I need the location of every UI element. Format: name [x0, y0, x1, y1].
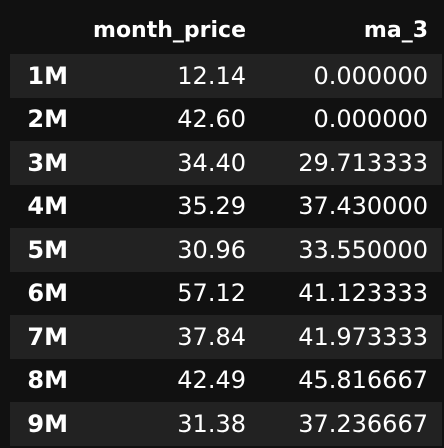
ma-3-cell: 29.713333: [260, 141, 442, 185]
row-index: 5M: [10, 228, 84, 272]
ma-3-cell: 45.816667: [260, 358, 442, 402]
row-index: 8M: [10, 358, 84, 402]
month-price-cell: 57.12: [84, 271, 260, 315]
month-price-cell: 34.40: [84, 141, 260, 185]
month-price-cell: 42.49: [84, 358, 260, 402]
row-index: 3M: [10, 141, 84, 185]
month-price-cell: 42.60: [84, 97, 260, 141]
dataframe-table: month_price ma_3 1M 12.14 0.000000 2M 42…: [10, 6, 442, 446]
table-row: 1M 12.14 0.000000: [10, 54, 442, 98]
row-index: 7M: [10, 315, 84, 359]
ma-3-cell: 33.550000: [260, 228, 442, 272]
ma-3-cell: 37.430000: [260, 184, 442, 228]
ma-3-cell: 0.000000: [260, 97, 442, 141]
table-row: 9M 31.38 37.236667: [10, 402, 442, 446]
month-price-cell: 35.29: [84, 184, 260, 228]
row-index: 1M: [10, 54, 84, 98]
row-index: 2M: [10, 97, 84, 141]
month-price-cell: 37.84: [84, 315, 260, 359]
table-row: 3M 34.40 29.713333: [10, 141, 442, 185]
month-price-cell: 12.14: [84, 54, 260, 98]
ma-3-cell: 41.123333: [260, 271, 442, 315]
column-header-month-price: month_price: [84, 6, 260, 54]
table-row: 8M 42.49 45.816667: [10, 358, 442, 402]
header-row: month_price ma_3: [10, 6, 442, 54]
table-row: 6M 57.12 41.123333: [10, 271, 442, 315]
row-index: 9M: [10, 402, 84, 446]
table-row: 7M 37.84 41.973333: [10, 315, 442, 359]
ma-3-cell: 0.000000: [260, 54, 442, 98]
table-row: 2M 42.60 0.000000: [10, 97, 442, 141]
month-price-cell: 31.38: [84, 402, 260, 446]
table-row: 4M 35.29 37.430000: [10, 184, 442, 228]
row-index: 4M: [10, 184, 84, 228]
index-header: [10, 6, 84, 54]
row-index: 6M: [10, 271, 84, 315]
month-price-cell: 30.96: [84, 228, 260, 272]
ma-3-cell: 37.236667: [260, 402, 442, 446]
ma-3-cell: 41.973333: [260, 315, 442, 359]
column-header-ma-3: ma_3: [260, 6, 442, 54]
table-row: 5M 30.96 33.550000: [10, 228, 442, 272]
